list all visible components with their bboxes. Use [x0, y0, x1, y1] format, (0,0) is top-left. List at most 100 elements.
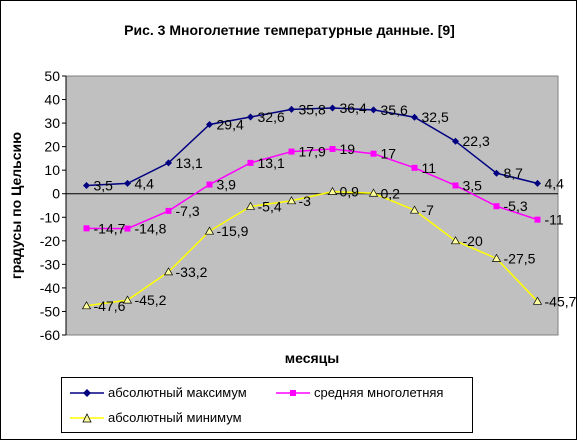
data-point — [288, 105, 295, 113]
data-point — [493, 169, 500, 177]
data-label: 4,4 — [545, 175, 565, 191]
data-label: -15,9 — [217, 223, 249, 239]
chart-svg: 50 40 30 20 10 0 -10 -20 -30 -40 -50 -60 градусы по … — [8, 68, 577, 366]
data-label: 3,9 — [217, 177, 237, 193]
y-tick-label: 10 — [44, 162, 60, 178]
data-label: -3 — [299, 193, 312, 209]
y-tick-label: 20 — [44, 139, 60, 155]
data-point — [532, 296, 543, 305]
chart-title: Рис. 3 Многолетние температурные данные.… — [124, 22, 455, 38]
data-point — [288, 148, 295, 155]
data-point — [370, 106, 377, 114]
data-label: 29,4 — [217, 117, 244, 133]
data-point — [411, 164, 418, 171]
data-point — [204, 226, 215, 235]
data-point — [165, 207, 172, 214]
data-label: 17,9 — [299, 144, 326, 160]
data-point — [534, 179, 541, 187]
data-point — [163, 267, 174, 276]
y-tick-label: -60 — [40, 327, 60, 343]
data-point — [245, 201, 256, 210]
data-label: -20 — [463, 233, 483, 249]
legend: абсолютный максимум средняя многолетняя … — [61, 377, 473, 433]
legend-label-mean: средняя многолетняя — [314, 385, 444, 400]
data-label: 32,6 — [258, 109, 285, 125]
legend-item-max: абсолютный максимум — [70, 385, 247, 400]
data-label: 13,1 — [258, 155, 285, 171]
y-tick-label: -40 — [40, 280, 60, 296]
data-point — [368, 188, 379, 197]
y-tick-label: 40 — [44, 92, 60, 108]
data-point — [327, 186, 338, 195]
data-point — [452, 182, 459, 189]
data-label: -45,2 — [135, 292, 167, 308]
data-label: 3,5 — [94, 177, 114, 193]
data-label: 0,2 — [381, 185, 401, 201]
legend-marker-mean — [276, 389, 310, 396]
legend-item-min: абсолютный минимум — [70, 410, 242, 425]
data-label: 8,7 — [504, 165, 524, 181]
data-point — [124, 179, 131, 187]
data-point — [411, 113, 418, 121]
y-tick-label: -10 — [40, 209, 60, 225]
legend-label-min: абсолютный минимум — [108, 410, 242, 425]
data-label: -7 — [422, 202, 435, 218]
series-line-1 — [86, 107, 538, 187]
data-point — [329, 145, 336, 152]
data-point — [165, 159, 172, 167]
data-label: -14,7 — [94, 220, 126, 236]
data-point — [286, 196, 297, 205]
data-point — [450, 236, 461, 245]
data-label: 3,5 — [463, 177, 483, 193]
series-line-2 — [86, 148, 538, 230]
x-axis-label: месяцы — [285, 350, 339, 366]
data-label: 17 — [381, 146, 397, 162]
data-label: 13,1 — [176, 155, 203, 171]
data-label: -33,2 — [176, 264, 208, 280]
legend-label-max: абсолютный максимум — [108, 385, 247, 400]
data-label: 32,5 — [422, 109, 449, 125]
data-point — [247, 159, 254, 166]
data-label: -14,8 — [135, 221, 167, 237]
data-point — [124, 225, 131, 232]
data-point — [122, 295, 133, 304]
data-label: 0,9 — [340, 184, 360, 200]
data-label: -7,3 — [176, 203, 200, 219]
y-tick-label: 50 — [44, 68, 60, 84]
data-label: 11 — [422, 160, 437, 176]
data-point — [370, 150, 377, 157]
data-label: -47,6 — [94, 298, 126, 314]
y-tick-label: -50 — [40, 303, 60, 319]
data-point — [81, 301, 92, 310]
data-point — [409, 205, 420, 214]
y-axis-label: градусы по Цельсию — [8, 132, 24, 279]
data-point — [491, 253, 502, 262]
data-point — [247, 113, 254, 121]
data-point — [83, 181, 90, 189]
plot-area — [65, 75, 559, 336]
data-label: 36,4 — [340, 100, 367, 116]
series-line-3 — [86, 190, 539, 307]
legend-item-mean: средняя многолетняя — [276, 385, 443, 400]
data-label: -5,4 — [258, 198, 282, 214]
data-point — [329, 104, 336, 112]
y-tick-label: -30 — [40, 256, 60, 272]
y-tick-label: 30 — [44, 115, 60, 131]
data-label: 35,6 — [381, 102, 408, 118]
legend-marker-min — [70, 412, 104, 422]
legend-marker-max — [70, 388, 104, 397]
data-point — [534, 216, 541, 223]
data-point — [206, 181, 213, 188]
data-point — [83, 225, 90, 232]
data-label: 35,8 — [299, 101, 326, 117]
y-tick-label: -20 — [40, 233, 60, 249]
data-label: 22,3 — [463, 133, 490, 149]
y-tick-label: 0 — [52, 186, 60, 202]
data-label: -11 — [545, 212, 564, 228]
data-label: 19 — [340, 141, 356, 157]
data-point — [206, 121, 213, 129]
data-point — [452, 137, 459, 145]
data-label: -27,5 — [504, 250, 536, 266]
data-label: -5,3 — [504, 198, 528, 214]
